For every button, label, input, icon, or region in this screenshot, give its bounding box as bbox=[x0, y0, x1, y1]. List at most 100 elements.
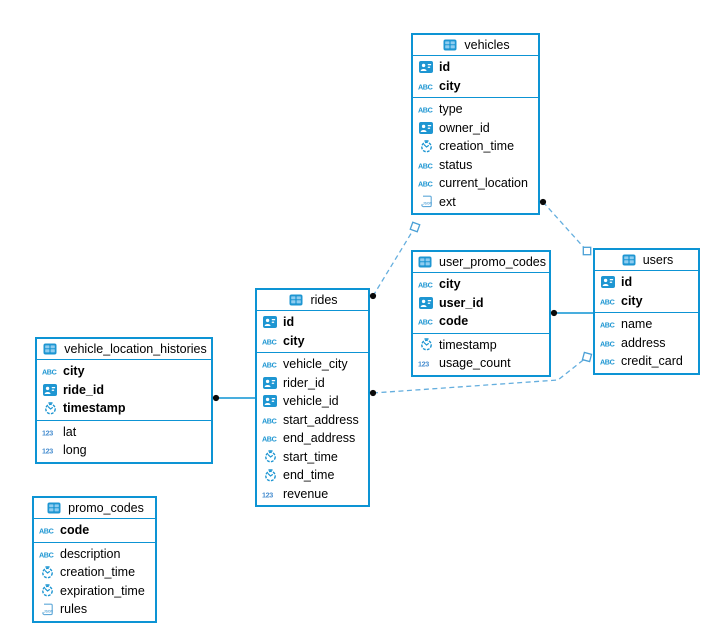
svg-text:ABC: ABC bbox=[418, 180, 433, 189]
table-header[interactable]: promo_codes bbox=[34, 498, 155, 519]
field-row: start_time bbox=[257, 448, 368, 467]
field-row: timestamp bbox=[413, 336, 549, 355]
id-icon bbox=[41, 383, 59, 396]
table-icon bbox=[441, 39, 459, 51]
table-icon bbox=[287, 294, 305, 306]
field-name: description bbox=[60, 546, 121, 561]
field-name: timestamp bbox=[439, 337, 497, 352]
field-row: end_time bbox=[257, 466, 368, 485]
field-row: ABC name bbox=[595, 315, 698, 334]
string-icon: ABC bbox=[38, 525, 56, 536]
table-user_promo_codes[interactable]: user_promo_codes ABC city user_id ABC code tim… bbox=[411, 250, 551, 377]
svg-text:123: 123 bbox=[42, 447, 53, 456]
table-header[interactable]: vehicle_location_histories bbox=[37, 339, 211, 360]
field-name: usage_count bbox=[439, 356, 511, 371]
table-icon bbox=[41, 343, 59, 355]
field-row: ABC start_address bbox=[257, 411, 368, 430]
table-header[interactable]: rides bbox=[257, 290, 368, 311]
svg-text:ABC: ABC bbox=[39, 527, 54, 536]
table-header[interactable]: users bbox=[595, 250, 698, 271]
id-icon bbox=[261, 395, 279, 408]
field-name: owner_id bbox=[439, 120, 490, 135]
string-icon: ABC bbox=[417, 104, 435, 115]
string-icon: ABC bbox=[261, 433, 279, 444]
table-users[interactable]: users id ABC city ABC name ABC address ABC credit… bbox=[593, 248, 700, 375]
field-row: timestamp bbox=[37, 399, 211, 418]
table-icon bbox=[416, 256, 434, 268]
string-icon: ABC bbox=[261, 359, 279, 370]
svg-text:123: 123 bbox=[42, 428, 53, 437]
id-icon bbox=[417, 121, 435, 134]
table-vehicle_location_histories[interactable]: vehicle_location_histories ABC city ride_id… bbox=[35, 337, 213, 464]
field-row: ABC city bbox=[257, 332, 368, 351]
string-icon: ABC bbox=[261, 415, 279, 425]
field-name: rider_id bbox=[283, 375, 325, 390]
id-icon bbox=[599, 276, 617, 289]
table-header[interactable]: user_promo_codes bbox=[413, 252, 549, 273]
field-row: ABC credit_card bbox=[595, 352, 698, 371]
field-row: creation_time bbox=[34, 563, 155, 582]
time-icon bbox=[417, 338, 435, 351]
field-name: city bbox=[63, 364, 85, 379]
field-row: ride_id bbox=[37, 381, 211, 400]
field-name: creation_time bbox=[439, 139, 515, 154]
field-name: ext bbox=[439, 194, 456, 209]
field-name: creation_time bbox=[60, 565, 136, 580]
field-row: ABC end_address bbox=[257, 429, 368, 448]
json-icon: JSON bbox=[417, 195, 435, 208]
field-name: ride_id bbox=[63, 382, 104, 397]
number-icon: 123 bbox=[417, 358, 435, 369]
table-rides[interactable]: rides id ABC city ABC vehicle_city rider_id veh… bbox=[255, 288, 370, 507]
field-name: start_address bbox=[283, 412, 359, 427]
field-row: ABC type bbox=[413, 100, 538, 119]
primary-key-section: ABC code bbox=[34, 519, 155, 543]
cardinality-square-marker bbox=[409, 221, 421, 233]
table-title: users bbox=[642, 253, 674, 267]
cardinality-square-marker bbox=[581, 351, 593, 363]
table-promo_codes[interactable]: promo_codes ABC code ABC description creation… bbox=[32, 496, 157, 623]
field-name: type bbox=[439, 102, 463, 117]
time-icon bbox=[261, 469, 279, 482]
field-row: ABC city bbox=[413, 77, 538, 96]
field-row: 123 long bbox=[37, 441, 211, 460]
primary-key-section: id ABC city bbox=[595, 271, 698, 313]
cardinality-square-marker bbox=[582, 246, 592, 256]
table-header[interactable]: vehicles bbox=[413, 35, 538, 56]
field-name: end_address bbox=[283, 431, 356, 446]
field-name: timestamp bbox=[63, 401, 126, 416]
field-name: city bbox=[283, 333, 305, 348]
svg-text:ABC: ABC bbox=[262, 337, 277, 346]
svg-text:ABC: ABC bbox=[262, 435, 277, 444]
primary-key-section: id ABC city bbox=[413, 56, 538, 98]
field-row: expiration_time bbox=[34, 582, 155, 601]
table-vehicles[interactable]: vehicles id ABC city ABC type owner_id creation… bbox=[411, 33, 540, 215]
field-row: JSON rules bbox=[34, 600, 155, 619]
field-name: id bbox=[621, 275, 633, 290]
number-icon: 123 bbox=[41, 427, 59, 437]
table-title: vehicles bbox=[464, 38, 510, 52]
primary-key-section: id ABC city bbox=[257, 311, 368, 353]
primary-key-section: ABC city user_id ABC code bbox=[413, 273, 549, 334]
svg-text:ABC: ABC bbox=[418, 318, 433, 327]
string-icon: ABC bbox=[599, 356, 617, 367]
field-name: name bbox=[621, 317, 653, 332]
primary-key-section: ABC city ride_id timestamp bbox=[37, 360, 211, 421]
svg-text:123: 123 bbox=[418, 360, 429, 369]
field-row: owner_id bbox=[413, 119, 538, 138]
svg-text:123: 123 bbox=[262, 490, 273, 499]
svg-text:ABC: ABC bbox=[600, 358, 615, 367]
svg-text:ABC: ABC bbox=[600, 321, 615, 330]
string-icon: ABC bbox=[417, 81, 435, 91]
time-icon bbox=[417, 140, 435, 153]
table-title: rides bbox=[310, 293, 338, 307]
string-icon: ABC bbox=[261, 336, 279, 346]
field-name: vehicle_city bbox=[283, 357, 348, 372]
field-row: JSON ext bbox=[413, 193, 538, 212]
svg-text:ABC: ABC bbox=[418, 161, 433, 170]
field-row: ABC code bbox=[413, 312, 549, 331]
table-icon bbox=[620, 254, 638, 266]
field-name: current_location bbox=[439, 176, 528, 191]
svg-text:ABC: ABC bbox=[418, 82, 433, 91]
field-row: ABC city bbox=[37, 362, 211, 381]
